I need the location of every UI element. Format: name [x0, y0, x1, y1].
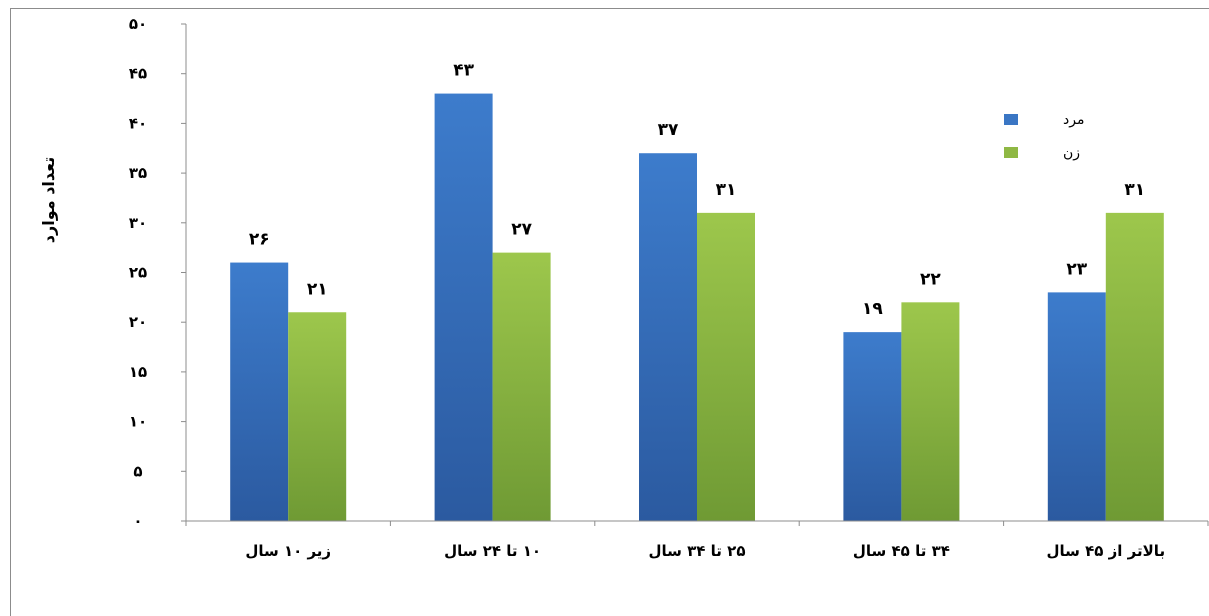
x-category-label: ۱۰ تا ۲۴ سال [444, 542, 541, 560]
legend-label: زن [1063, 145, 1080, 161]
y-tick-label: ۲۵ [129, 264, 147, 282]
y-tick-label: ۴۰ [129, 114, 147, 132]
bar-female [901, 302, 960, 521]
bar-male [1047, 292, 1106, 521]
bar-male [639, 153, 697, 521]
data-label: ۳۱ [716, 180, 737, 200]
legend-label: مرد [1063, 112, 1084, 128]
chart-frame [10, 8, 1209, 616]
y-tick-label: ۵۰ [129, 15, 147, 33]
x-axis: زیر ۱۰ سال ۱۰ تا ۲۴ سال ۲۵ تا ۳۴ سال ۳۴ تا … [185, 520, 1209, 560]
bar-female [1105, 212, 1164, 522]
x-category-label: ۳۴ تا ۴۵ سال [853, 542, 950, 560]
x-category-label: ۲۵ تا ۳۴ سال [649, 542, 746, 560]
data-label: ۳۷ [658, 120, 679, 140]
bar-male [230, 262, 289, 521]
data-label: ۲۲ [920, 269, 941, 289]
y-tick-label: ۱۰ [129, 413, 147, 431]
bar-male [434, 93, 493, 521]
y-tick-label: ۲۰ [129, 313, 147, 331]
bar-female [697, 212, 755, 522]
bar-female [288, 312, 347, 521]
y-tick-label: ۳۰ [129, 214, 147, 232]
x-category-label: بالاتر از ۴۵ سال [1047, 542, 1166, 560]
y-axis-title: تعداد موارد [39, 157, 58, 243]
data-label: ۱۹ [862, 299, 883, 319]
y-tick-label: ۳۵ [129, 164, 147, 182]
bar-female [492, 252, 551, 521]
bars: ۲۶ ۴۳ ۳۷ ۱۹ ۲۳ ۲۱ ۲۷ ۳۱ ۲۲ ۳۱ [230, 61, 1164, 522]
data-label: ۲۱ [307, 279, 328, 299]
bar-male [843, 332, 902, 521]
data-label: ۲۷ [511, 220, 532, 240]
legend: مرد زن [1004, 112, 1084, 161]
y-tick-label: ۱۵ [129, 363, 147, 381]
y-axis: ۰ ۵ ۱۰ ۱۵ ۲۰ ۲۵ ۳۰ ۳۵ ۴۰ ۴۵ ۵۰ [129, 15, 187, 530]
y-tick-label: ۴۵ [129, 65, 147, 83]
data-label: ۳۱ [1124, 180, 1145, 200]
data-label: ۲۳ [1066, 259, 1087, 279]
legend-swatch [1004, 147, 1018, 158]
data-label: ۴۳ [453, 61, 474, 81]
y-tick-label: ۰ [133, 512, 142, 530]
data-label: ۲۶ [249, 230, 270, 250]
y-tick-label: ۵ [133, 462, 142, 480]
legend-swatch [1004, 114, 1018, 125]
x-category-label: زیر ۱۰ سال [245, 542, 331, 560]
